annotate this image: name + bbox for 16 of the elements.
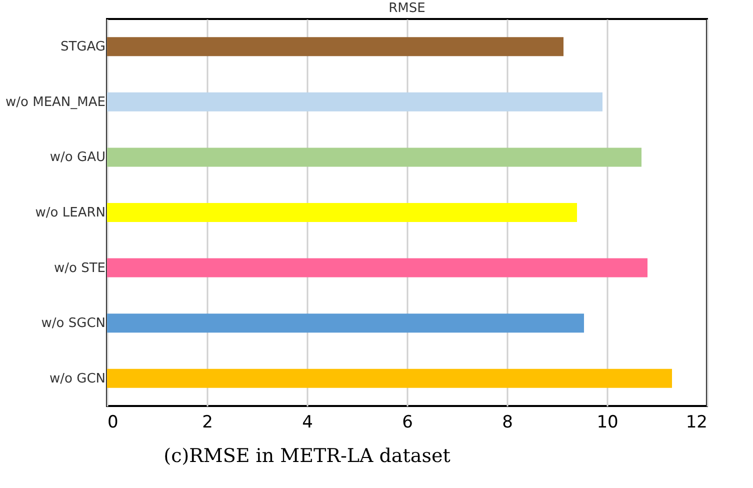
x-tick-label: 0 xyxy=(108,412,118,432)
y-tick-label: w/o GCN xyxy=(50,371,106,386)
x-tick-label: 6 xyxy=(402,412,413,432)
x-tick-label: 10 xyxy=(596,412,618,432)
y-tick-label: STGAG xyxy=(60,40,106,55)
y-tick-label: w/o STE xyxy=(54,260,106,276)
y-tick-label: w/o SGCN xyxy=(41,316,106,332)
chart-title: RMSE xyxy=(388,1,426,16)
text: (c)RMSE in METR-LA dataset xyxy=(164,445,451,467)
x-tick-label: 2 xyxy=(202,412,213,432)
x-tick-label: 4 xyxy=(302,412,313,432)
x-tick-label: 8 xyxy=(502,412,513,432)
y-tick-label: w/o MEAN_MAE xyxy=(6,94,106,110)
x-tick-label: 12 xyxy=(686,412,708,432)
y-tick-label: w/o LEARN xyxy=(35,206,106,220)
y-tick-label: w/o GAU xyxy=(50,150,106,166)
